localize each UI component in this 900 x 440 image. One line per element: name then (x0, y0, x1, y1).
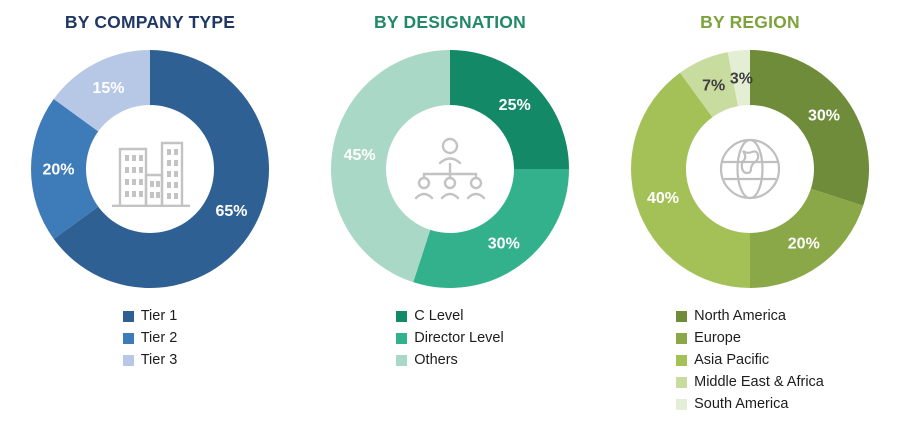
donut-slice-tier-2 (30, 99, 99, 239)
slice-value-label-tier-3: 15% (92, 80, 124, 97)
legend-region: North America Europe Asia Pacific Middle Ea… (676, 305, 824, 415)
donut-region: 30% 20% 40% 7% 3% (628, 47, 872, 291)
legend-label-north-america: North America (694, 308, 786, 324)
slice-value-label-tier-2: 20% (42, 162, 74, 179)
donut-company-type: 65% 20% 15% (28, 47, 272, 291)
donut-slice-europe (750, 188, 864, 288)
legend-item-others: Others (396, 349, 503, 371)
legend-item-c-level: C Level (396, 305, 503, 327)
donut-slice-north-america (750, 50, 869, 206)
donut-slice-tier-1 (53, 50, 270, 288)
chart-title-region: BY REGION (700, 12, 800, 32)
donut-chart-svg: 25% 30% 45% (331, 50, 569, 288)
legend-swatch-north-america (676, 310, 688, 322)
legend-label-tier-2: Tier 2 (140, 330, 178, 346)
donut-slice-director-level (413, 169, 569, 288)
legend-item-tier-3: Tier 3 (122, 349, 178, 371)
donut-chart-svg: 65% 20% 15% (30, 49, 270, 288)
legend-item-asia-pacific: Asia Pacific (676, 349, 824, 371)
legend-label-asia-pacific: Asia Pacific (694, 352, 770, 368)
org-chart-icon (411, 136, 489, 202)
legend-swatch-europe (676, 332, 688, 344)
slice-value-label-europe: 20% (788, 236, 820, 253)
legend-swatch-director-level (396, 332, 408, 344)
donut-slice-asia-pacific (631, 72, 750, 288)
slice-value-label-director-level: 30% (488, 236, 520, 253)
globe-icon-svg (719, 138, 781, 200)
slice-value-label-tier-1: 65% (216, 203, 248, 220)
legend-swatch-tier-3 (122, 354, 134, 366)
legend-item-director-level: Director Level (396, 327, 504, 349)
donut-slice-tier-3 (53, 49, 151, 132)
legend-item-south-america: South America (676, 393, 824, 415)
donut-chart-svg: 30% 20% 40% 7% 3% (631, 50, 869, 288)
legend-label-c-level: C Level (414, 308, 464, 324)
legend-label-tier-3: Tier 3 (140, 352, 178, 368)
legend-item-europe: Europe (676, 327, 824, 349)
legend-designation: C Level Director Level Others (396, 305, 504, 371)
legend-item-middle-east-africa: Middle East & Africa (676, 371, 824, 393)
legend-swatch-others (396, 354, 408, 366)
chart-section-company-type: BY COMPANY TYPE 65% 20% 15% Tier 1 Tier 2 Ti… (0, 0, 300, 440)
donut-slice-others (331, 50, 450, 283)
chart-section-region: BY REGION 30% 20% 40% 7% 3% North America Eur… (600, 0, 900, 440)
legend-swatch-middle-east-africa (676, 376, 688, 388)
legend-swatch-tier-1 (122, 310, 134, 322)
slice-value-label-north-america: 30% (808, 108, 840, 125)
buildings-icon-svg (112, 141, 190, 208)
donut-slice-c-level (450, 50, 569, 169)
legend-label-others: Others (414, 352, 458, 368)
globe-icon (710, 129, 790, 209)
legend-swatch-asia-pacific (676, 354, 688, 366)
buildings-icon (104, 129, 196, 209)
slice-value-label-asia-pacific: 40% (647, 190, 679, 207)
legend-swatch-south-america (676, 398, 688, 410)
legend-item-tier-2: Tier 2 (122, 327, 178, 349)
org-chart-icon-svg (414, 137, 486, 200)
donut-slice-middle-east-africa (680, 52, 739, 118)
legend-swatch-tier-2 (122, 332, 134, 344)
slice-value-label-south-america: 3% (730, 70, 753, 87)
legend-label-middle-east-africa: Middle East & Africa (694, 374, 824, 390)
slice-value-label-c-level: 25% (499, 97, 531, 114)
legend-swatch-c-level (396, 310, 408, 322)
slice-value-label-others: 45% (344, 147, 376, 164)
legend-item-north-america: North America (676, 305, 824, 327)
legend-label-europe: Europe (694, 330, 741, 346)
chart-section-designation: BY DESIGNATION 25% 30% 45% (300, 0, 600, 440)
donut-slice-south-america (727, 50, 750, 107)
legend-label-director-level: Director Level (414, 330, 504, 346)
legend-item-tier-1: Tier 1 (122, 305, 178, 327)
donut-designation: 25% 30% 45% (328, 47, 572, 291)
chart-title-designation: BY DESIGNATION (374, 12, 526, 32)
chart-title-company-type: BY COMPANY TYPE (64, 12, 236, 32)
slice-value-label-middle-east-africa: 7% (702, 78, 725, 95)
legend-company-type: Tier 1 Tier 2 Tier 3 (122, 305, 178, 371)
legend-label-tier-1: Tier 1 (140, 308, 178, 324)
legend-label-south-america: South America (694, 396, 789, 412)
